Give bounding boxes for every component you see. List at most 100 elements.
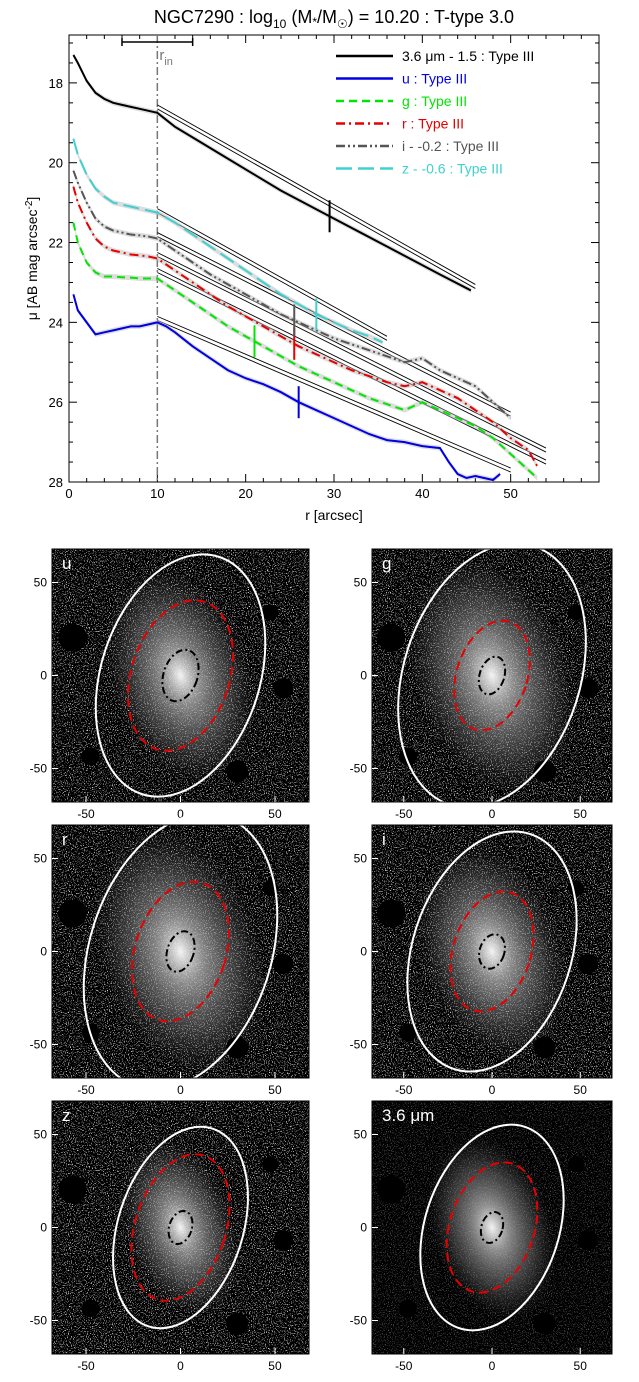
series-line (72, 170, 512, 419)
panel-x-tick-label: 0 (489, 1083, 496, 1097)
legend-label: 3.6 μm - 1.5 : Type III (402, 48, 534, 64)
panel-band-label: z (62, 1106, 71, 1125)
panel-x-tick-label: 50 (268, 1359, 282, 1373)
panel-y-tick-label: -50 (350, 1038, 368, 1052)
x-tick-label: 50 (503, 486, 517, 501)
panel-y-tick-label: 50 (34, 851, 48, 865)
panel-y-tick-label: 0 (40, 945, 47, 959)
panel-x-tick-label: 50 (268, 807, 282, 821)
image-panel: 3.6 μm -50 0 50 50 0 -50 (350, 1100, 613, 1373)
series-line (72, 54, 472, 292)
galaxy-glow (104, 566, 257, 785)
masked-source (58, 899, 87, 928)
panel-y-tick-label: -50 (30, 762, 48, 776)
x-tick-label: 30 (327, 486, 341, 501)
masked-source (273, 1230, 294, 1251)
panel-y-tick-label: 50 (354, 1127, 368, 1141)
legend: 3.6 μm - 1.5 : Type III u : Type III g : T… (336, 48, 534, 177)
outer-ellipse (419, 1123, 565, 1332)
galaxy-glow (415, 843, 569, 1060)
panel-x-tick-label: 50 (574, 1083, 588, 1097)
masked-source (399, 1299, 417, 1318)
panel-x-tick-label: 50 (574, 1359, 588, 1373)
panel-band-label: i (382, 830, 386, 849)
masked-source (58, 1175, 87, 1204)
inner-ellipse (479, 1211, 505, 1244)
masked-source (262, 1156, 279, 1173)
mid-ellipse (449, 890, 535, 1013)
panel-band-label: r (62, 830, 68, 849)
x-tick-label: 20 (238, 486, 252, 501)
mid-ellipse (126, 599, 235, 752)
mid-ellipse (130, 1153, 231, 1302)
galaxy-glow (427, 1134, 557, 1321)
panel-y-tick-label: 50 (354, 575, 368, 589)
panel-x-tick-label: 0 (177, 1359, 184, 1373)
panel-y-tick-label: 0 (40, 669, 47, 683)
inner-ellipse (478, 933, 506, 970)
outer-ellipse (82, 812, 279, 1091)
masked-source (578, 1230, 598, 1251)
panel-y-tick-label: -50 (350, 1314, 368, 1328)
panel-y-tick-label: 0 (360, 669, 367, 683)
masked-source (568, 1156, 584, 1173)
image-panel: i -50 0 50 50 0 -50 (350, 824, 613, 1097)
outer-ellipse (94, 553, 267, 798)
x-tick-label: 0 (65, 486, 72, 501)
inner-ellipse (477, 655, 507, 696)
mid-ellipse (130, 880, 231, 1023)
panel-x-tick-label: 50 (574, 807, 588, 821)
panel-x-tick-label: 0 (489, 1359, 496, 1373)
mid-ellipse (445, 1161, 539, 1294)
panel-band-label: 3.6 μm (382, 1106, 434, 1125)
outer-ellipse (397, 542, 587, 809)
panel-x-tick-label: -50 (77, 807, 95, 821)
panel-x-tick-label: 0 (177, 807, 184, 821)
panel-y-tick-label: -50 (350, 762, 368, 776)
image-panel: u -50 0 50 50 0 -50 (30, 548, 310, 821)
masked-source (533, 760, 556, 783)
masked-source (377, 623, 406, 652)
image-panel: r -50 0 50 50 0 -50 (30, 812, 310, 1097)
chart-title: NGC7290 : log10 (M*/M☉) = 10.20 : T-type… (154, 7, 514, 31)
masked-source (568, 604, 584, 621)
masked-source (58, 623, 87, 652)
panel-x-tick-label: -50 (77, 1359, 95, 1373)
masked-source (533, 1036, 556, 1059)
inner-ellipse (165, 930, 196, 973)
masked-source (81, 1299, 100, 1318)
x-tick-label: 10 (150, 486, 164, 501)
panel-y-tick-label: 50 (354, 851, 368, 865)
panel-x-tick-label: -50 (77, 1083, 95, 1097)
fit-line-upper (157, 208, 388, 337)
panel-y-tick-label: 0 (40, 1221, 47, 1235)
galaxy-glow (93, 827, 268, 1076)
image-panel: z -50 0 50 50 0 -50 (30, 1100, 310, 1373)
y-axis-label: μ [AB mag arcsec-2] (24, 197, 40, 321)
masked-source (226, 1036, 249, 1059)
masked-source (578, 954, 598, 975)
profile-plot: 0 10 20 30 40 50 18 20 22 24 26 28 r [arcsec] μ [AB m… (24, 34, 600, 523)
y-tick-label: 28 (49, 475, 63, 490)
masked-source (81, 747, 100, 766)
series-group (72, 52, 547, 482)
masked-source (273, 954, 294, 975)
panel-y-tick-label: 50 (34, 575, 48, 589)
panel-x-tick-label: -50 (395, 807, 413, 821)
masked-source (578, 678, 598, 699)
legend-label: u : Type III (402, 71, 467, 87)
masked-source (226, 760, 249, 783)
fit-line-lower (157, 108, 476, 289)
panel-x-tick-label: -50 (395, 1083, 413, 1097)
series-line (72, 186, 539, 467)
panel-y-tick-label: -50 (30, 1038, 48, 1052)
panel-x-tick-label: 0 (489, 807, 496, 821)
masked-source (377, 1175, 406, 1204)
panel-y-tick-label: 0 (360, 1221, 367, 1235)
panel-x-tick-label: 50 (268, 1083, 282, 1097)
y-tick-label: 24 (49, 315, 63, 330)
panel-band-label: g (382, 554, 391, 573)
image-panel: g -50 0 50 50 0 -50 (350, 542, 613, 821)
